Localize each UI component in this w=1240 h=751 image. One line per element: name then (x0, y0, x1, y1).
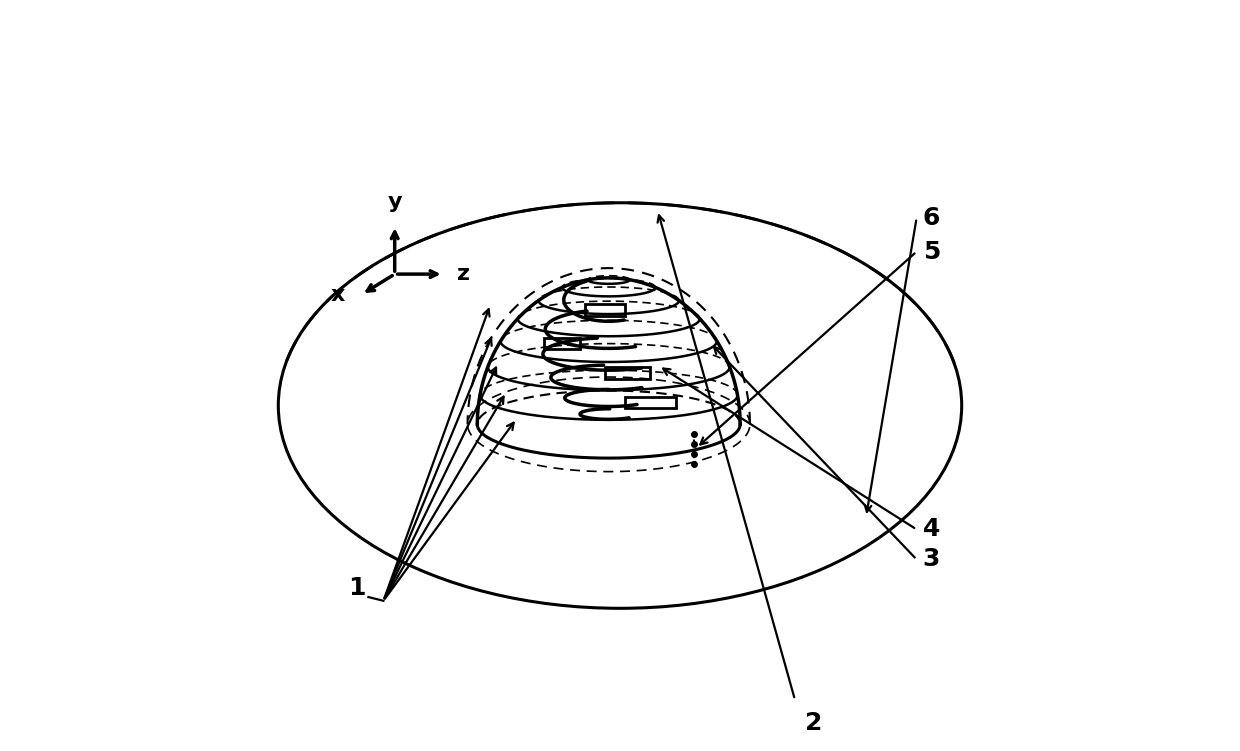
Text: y: y (387, 192, 402, 212)
Text: 4: 4 (923, 517, 940, 541)
Text: 3: 3 (923, 547, 940, 572)
Text: x: x (331, 285, 345, 305)
Text: 1: 1 (348, 576, 366, 600)
Bar (605, 367, 650, 379)
Text: 6: 6 (923, 206, 940, 230)
Text: 2: 2 (805, 711, 822, 735)
Text: 5: 5 (923, 240, 940, 264)
Bar (544, 338, 580, 349)
Bar (625, 397, 676, 408)
Bar (585, 304, 625, 316)
Text: z: z (458, 264, 470, 284)
